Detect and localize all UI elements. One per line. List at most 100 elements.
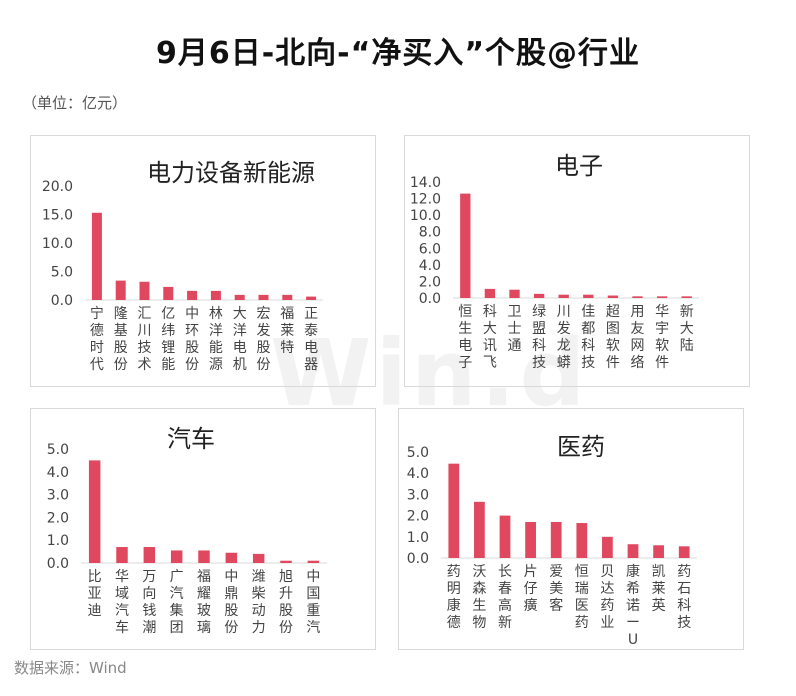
bar xyxy=(460,193,471,298)
bar xyxy=(681,296,692,298)
x-tick-label: 万向钱潮 xyxy=(142,569,156,636)
bar xyxy=(225,552,238,563)
bar xyxy=(583,294,594,298)
x-tick-label: 川发龙蟒 xyxy=(557,304,571,371)
chart-panel-pharma: 医药 0.0 1.0 2.0 3.0 4.0 5.0 药明康德 沃森生物 长春高新 片仔癀 爱美客 恒瑞… xyxy=(398,408,744,650)
bar xyxy=(533,293,545,298)
x-tick-label: 正泰电器 xyxy=(304,306,318,373)
bar xyxy=(632,296,643,298)
x-tick-label: 隆基股份 xyxy=(114,306,128,373)
x-tick-label: 超图软件 xyxy=(606,304,620,371)
x-tick-label: 华宇软件 xyxy=(655,304,669,371)
bar xyxy=(234,294,245,300)
y-tick-label: 2.0 xyxy=(407,509,429,525)
bar xyxy=(139,281,150,300)
x-tick-label: 用友网络 xyxy=(631,304,645,371)
x-tick-label: 汇川技术 xyxy=(138,306,152,373)
x-tick-label: 广汽集团 xyxy=(170,569,184,636)
x-tick-label: 卫士通 xyxy=(508,304,522,354)
y-tick-label: 20.0 xyxy=(42,179,73,195)
x-tick-label: 药石科技 xyxy=(677,564,691,631)
bar xyxy=(474,501,485,558)
x-tick-label: 凯莱英 xyxy=(652,564,666,614)
y-tick-label: 5.0 xyxy=(51,265,73,281)
bar xyxy=(282,294,293,300)
bar xyxy=(163,286,174,300)
y-tick-label: 3.0 xyxy=(407,487,429,503)
bar xyxy=(115,280,126,300)
x-tick-label: 爱美客 xyxy=(549,564,563,614)
y-tick-label: 15.0 xyxy=(42,208,73,224)
y-tick-label: 4.0 xyxy=(419,258,441,274)
y-tick-label: 14.0 xyxy=(410,175,441,191)
bar xyxy=(627,544,639,558)
x-tick-label: 比亚迪 xyxy=(88,569,102,619)
x-tick-label: 贝达药业 xyxy=(600,564,614,631)
y-tick-label: 6.0 xyxy=(419,241,441,257)
chart-title: 医药 xyxy=(557,433,605,461)
x-tick-label: 新大陆 xyxy=(680,304,694,354)
bar xyxy=(306,296,317,300)
chart-title: 汽车 xyxy=(167,425,215,453)
y-tick-label: 0.0 xyxy=(407,551,429,567)
chart-panel-electronics: 电子 0.0 2.0 4.0 6.0 8.0 10.0 12.0 14.0 恒生电子 科大讯飞 卫士通… xyxy=(404,135,750,387)
y-tick-label: 1.0 xyxy=(47,533,69,549)
x-tick-label: 大洋电机 xyxy=(233,306,247,373)
x-tick-label: 宏发股份 xyxy=(257,306,271,373)
y-tick-label: 12.0 xyxy=(410,192,441,208)
bar xyxy=(187,290,198,300)
y-tick-label: 1.0 xyxy=(407,530,429,546)
x-tick-label: 旭升股份 xyxy=(279,569,293,636)
x-tick-label: 华域汽车 xyxy=(115,569,129,636)
bar xyxy=(88,460,101,563)
y-tick-label: 0.0 xyxy=(419,291,441,307)
page-title: 9月6日-北向-“净买入”个股@行业 xyxy=(155,36,641,71)
bar xyxy=(170,550,183,563)
chart-title: 电力设备新能源 xyxy=(147,159,315,187)
y-tick-label: 3.0 xyxy=(47,488,69,504)
bar xyxy=(116,547,128,563)
bar xyxy=(307,560,320,563)
bar xyxy=(678,546,690,558)
x-tick-label: 沃森生物 xyxy=(472,564,486,631)
bar xyxy=(607,295,619,298)
chart-svg: 医药 0.0 1.0 2.0 3.0 4.0 5.0 药明康德沃森生物长春高新片仔癀爱美客恒瑞… xyxy=(407,433,697,648)
bar xyxy=(525,521,536,558)
x-tick-label: 林洋能源 xyxy=(209,306,223,373)
unit-label: （单位：亿元） xyxy=(22,94,128,112)
bar xyxy=(280,560,292,563)
bar xyxy=(258,294,269,300)
x-tick-label: 潍柴动力 xyxy=(252,569,266,636)
chart-svg: 电子 0.02.04.06.08.010.012.014.0 恒生电子科大讯飞卫士通… xyxy=(410,152,699,371)
chart-panel-auto: 汽车 0.0 1.0 2.0 3.0 4.0 5.0 比亚迪 华域汽车 万向钱潮 广汽集团 福耀玻璃中… xyxy=(30,408,376,650)
x-tick-label: 佳都科技 xyxy=(581,304,595,371)
chart-svg: 汽车0.01.02.03.04.05.0比亚迪华域汽车万向钱潮广汽集团福耀玻璃中… xyxy=(47,425,327,636)
bar xyxy=(550,521,562,558)
y-tick-label: 0.0 xyxy=(51,293,73,309)
x-tick-label: 中环股份 xyxy=(185,306,199,373)
bar xyxy=(558,294,569,298)
chart-title: 电子 xyxy=(555,152,603,180)
bar xyxy=(499,515,511,558)
bar xyxy=(198,550,210,563)
y-tick-label: 4.0 xyxy=(407,466,429,482)
x-tick-label: 宁德时代 xyxy=(90,305,104,373)
y-tick-label: 10.0 xyxy=(42,236,73,252)
y-tick-label: 2.0 xyxy=(47,510,69,526)
chart-svg: 电力设备新能源 0.0 5.0 10.0 15.0 20.0 宁德时代隆基股份汇川技术亿纬锂… xyxy=(42,159,323,373)
x-tick-label: 长春高新 xyxy=(498,564,512,631)
x-tick-label: 福耀玻璃 xyxy=(197,569,211,636)
bar xyxy=(448,463,460,558)
x-tick-label: 绿盟科技 xyxy=(532,304,546,371)
chart-panel-power-equipment: 电力设备新能源 0.0 5.0 10.0 15.0 20.0 宁德时代 隆基股份 汇川技术 亿纬锂… xyxy=(30,135,376,387)
bar xyxy=(210,290,221,300)
x-tick-label: 药明康德 xyxy=(447,564,461,631)
y-tick-label: 8.0 xyxy=(419,225,441,241)
source-label: 数据来源：Wind xyxy=(14,659,127,677)
x-tick-label: 中国重汽 xyxy=(306,569,320,636)
bar xyxy=(252,553,265,563)
y-tick-label: 2.0 xyxy=(419,274,441,290)
bar xyxy=(576,523,588,558)
y-tick-label: 5.0 xyxy=(47,442,69,458)
y-tick-label: 4.0 xyxy=(47,465,69,481)
